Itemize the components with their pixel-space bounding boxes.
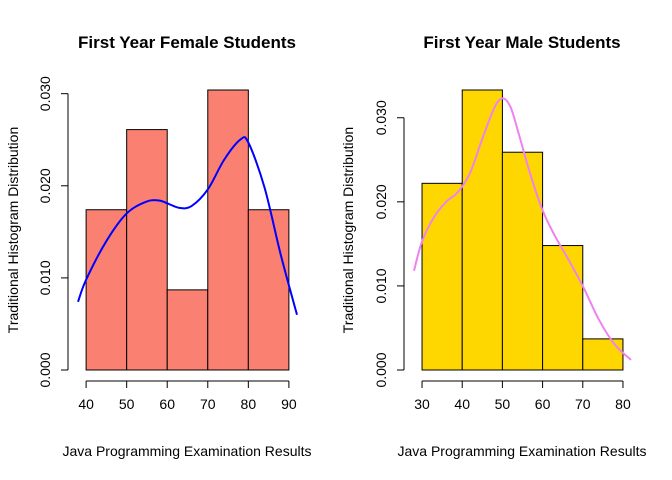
y-tick-label: 0.030 — [373, 100, 389, 135]
x-tick-label: 80 — [241, 396, 257, 412]
x-tick-label: 60 — [535, 396, 551, 412]
histogram-bar-1 — [126, 129, 168, 371]
y-axis-label: Traditional Histogram Distribution — [340, 127, 356, 333]
density-curve — [413, 97, 632, 361]
histogram-bar-1 — [461, 89, 503, 371]
histogram-bar-0 — [85, 209, 128, 371]
x-tick-label: 50 — [119, 396, 135, 412]
density-line — [413, 97, 632, 361]
x-tick-label: 40 — [78, 396, 94, 412]
histogram-bar-3 — [207, 89, 249, 371]
histogram-bar-0 — [421, 182, 463, 371]
y-tick-label: 0.010 — [37, 260, 53, 295]
x-tick-label: 50 — [495, 396, 511, 412]
histogram-bar-2 — [166, 289, 209, 371]
x-axis: 40 50 60 70 80 90 — [78, 380, 297, 412]
histogram-bars — [421, 89, 624, 371]
x-tick-label: 60 — [159, 396, 175, 412]
histogram-bar-3 — [542, 245, 584, 371]
y-tick-label: 0.000 — [373, 352, 389, 387]
histogram-bar-4 — [582, 338, 624, 371]
x-tick-label: 80 — [615, 396, 631, 412]
histogram-bar-2 — [501, 151, 544, 371]
x-tick-label: 40 — [454, 396, 470, 412]
density-curve — [77, 136, 298, 316]
y-tick-label: 0.020 — [37, 168, 53, 203]
x-tick-label: 70 — [200, 396, 216, 412]
histogram-bars — [85, 89, 290, 371]
density-line — [77, 136, 298, 316]
y-tick-label: 0.000 — [37, 352, 53, 387]
y-axis-label: Traditional Histogram Distribution — [5, 127, 21, 333]
x-axis: 30 40 50 60 70 80 — [414, 380, 631, 412]
x-tick-label: 70 — [575, 396, 591, 412]
y-axis: 0.000 0.010 0.020 0.030 — [37, 76, 69, 388]
y-tick-label: 0.020 — [373, 184, 389, 219]
chart-title: First Year Male Students — [423, 33, 620, 52]
y-axis: 0.000 0.010 0.020 0.030 — [373, 100, 405, 388]
histogram-bar-4 — [247, 209, 290, 371]
y-tick-label: 0.030 — [37, 76, 53, 111]
chart-title: First Year Female Students — [78, 33, 296, 52]
x-axis-label: Java Programming Examination Results — [398, 443, 647, 459]
x-axis-label: Java Programming Examination Results — [63, 443, 312, 459]
male-histogram-panel: First Year Male Students Java Programmin… — [340, 33, 647, 459]
female-histogram-panel: First Year Female Students Java Programm… — [5, 33, 312, 459]
x-tick-label: 90 — [281, 396, 297, 412]
y-tick-label: 0.010 — [373, 268, 389, 303]
x-tick-label: 30 — [414, 396, 430, 412]
